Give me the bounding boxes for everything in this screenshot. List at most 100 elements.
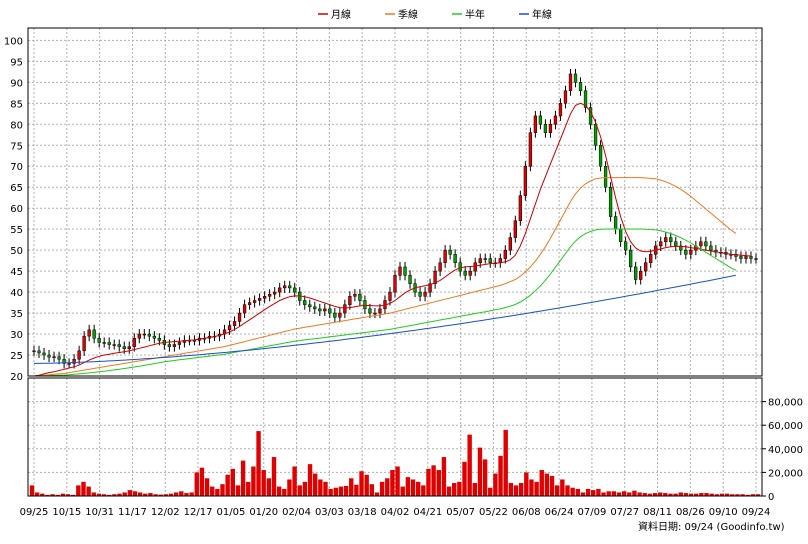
volume-bar <box>755 494 761 496</box>
moving-average-lines <box>33 102 752 377</box>
date-tick-label: 06/08 <box>512 507 541 518</box>
candle-body <box>438 262 442 272</box>
candle-body <box>573 73 578 83</box>
price-tick-label: 60 <box>10 204 23 215</box>
volume-bar <box>204 478 210 496</box>
volume-bar <box>452 483 457 496</box>
candle-body <box>268 293 272 297</box>
volume-bar <box>215 488 220 496</box>
date-tick-label: 09/24 <box>742 507 771 518</box>
volume-bar <box>364 474 369 496</box>
volume-bar <box>663 493 668 496</box>
candle-body <box>558 103 563 117</box>
candle-body <box>172 344 177 347</box>
volume-bar <box>220 484 225 496</box>
volume-tick-label: 60,000 <box>768 421 803 432</box>
candle-body <box>157 337 161 341</box>
candle-body <box>288 285 292 289</box>
candle-body <box>443 249 447 263</box>
volume-bar <box>163 494 169 496</box>
volume-bar <box>302 481 308 496</box>
volume-bar <box>400 486 405 496</box>
volume-bar <box>534 481 539 496</box>
candle-body <box>152 335 156 339</box>
candle-body <box>348 296 352 305</box>
candle-body <box>192 340 197 342</box>
candle-body <box>102 342 106 344</box>
date-tick-label: 04/02 <box>381 507 410 518</box>
candle-body <box>744 256 748 259</box>
candle-body <box>82 335 86 352</box>
candle-body <box>674 241 678 247</box>
volume-bar <box>735 494 740 496</box>
volume-bar <box>312 473 318 496</box>
volume-bar <box>637 492 642 496</box>
candle-body <box>142 333 146 336</box>
volume-bar <box>508 483 514 496</box>
candle-body <box>749 256 753 259</box>
volume-bar <box>199 467 205 496</box>
volume-bar <box>76 485 81 496</box>
price-tick-label: 35 <box>10 309 23 320</box>
volume-bar <box>45 494 50 496</box>
volume-bar <box>441 457 447 496</box>
volume-bar <box>261 470 266 496</box>
price-grid <box>28 28 762 377</box>
candle-body <box>578 82 583 91</box>
volume-bar <box>50 494 55 496</box>
volume-bar <box>148 493 153 496</box>
candle-body <box>649 254 653 263</box>
candle-body <box>664 237 668 243</box>
candle-body <box>257 298 262 301</box>
candle-body <box>398 266 402 276</box>
price-tick-label: 50 <box>10 246 23 257</box>
candle-body <box>52 356 56 358</box>
volume-bar <box>714 494 720 496</box>
volume-bar <box>421 485 426 496</box>
volume-bar <box>107 494 112 496</box>
volume-bar <box>390 470 395 496</box>
volume-bar <box>168 493 174 496</box>
candle-body <box>122 346 126 349</box>
volume-bar <box>704 493 709 496</box>
volume-bar <box>271 457 277 496</box>
volume-bar <box>184 493 189 496</box>
candle-body <box>473 262 477 272</box>
date-tick-label: 09/25 <box>20 507 49 518</box>
legend: 月線 季線 半年 年線 <box>318 8 552 21</box>
volume-bar <box>338 486 344 496</box>
volume-bar <box>29 485 35 496</box>
price-axis: 20 25 30 35 40 45 50 55 60 65 70 75 80 85 90 95 100 <box>4 36 23 383</box>
candle-body <box>518 195 522 222</box>
volume-bar <box>210 486 215 496</box>
volume-bar <box>158 494 163 496</box>
candle-body <box>343 304 347 314</box>
volume-bar <box>374 492 380 496</box>
candle-body <box>373 312 377 315</box>
source-footer: 資料日期: 09/24 (Goodinfo.tw) <box>638 520 785 533</box>
candle-body <box>308 304 312 308</box>
date-tick-label: 10/15 <box>52 507 81 518</box>
candle-body <box>247 302 252 305</box>
candle-body <box>378 308 382 314</box>
candle-body <box>553 115 558 125</box>
candle-body <box>423 291 427 297</box>
date-tick-label: 05/22 <box>479 507 508 518</box>
candle-body <box>458 262 462 272</box>
candle-body <box>603 165 608 188</box>
candle-body <box>543 124 548 133</box>
volume-bar <box>544 473 550 496</box>
volume-bar <box>65 494 71 496</box>
volume-bar <box>194 472 199 496</box>
volume-bar <box>112 494 117 496</box>
volume-bar <box>477 447 483 496</box>
date-axis: 09/25 10/15 10/31 11/17 12/02 12/17 01/05 01/20… <box>20 507 771 518</box>
price-tick-label: 70 <box>10 162 23 173</box>
candle-body <box>568 73 573 91</box>
volume-bar <box>570 487 575 496</box>
volume-tick-label: 80,000 <box>768 398 803 409</box>
volume-bar <box>318 479 323 496</box>
volume-bar <box>122 492 127 496</box>
price-tick-label: 20 <box>10 372 23 383</box>
volume-bar <box>240 460 246 496</box>
